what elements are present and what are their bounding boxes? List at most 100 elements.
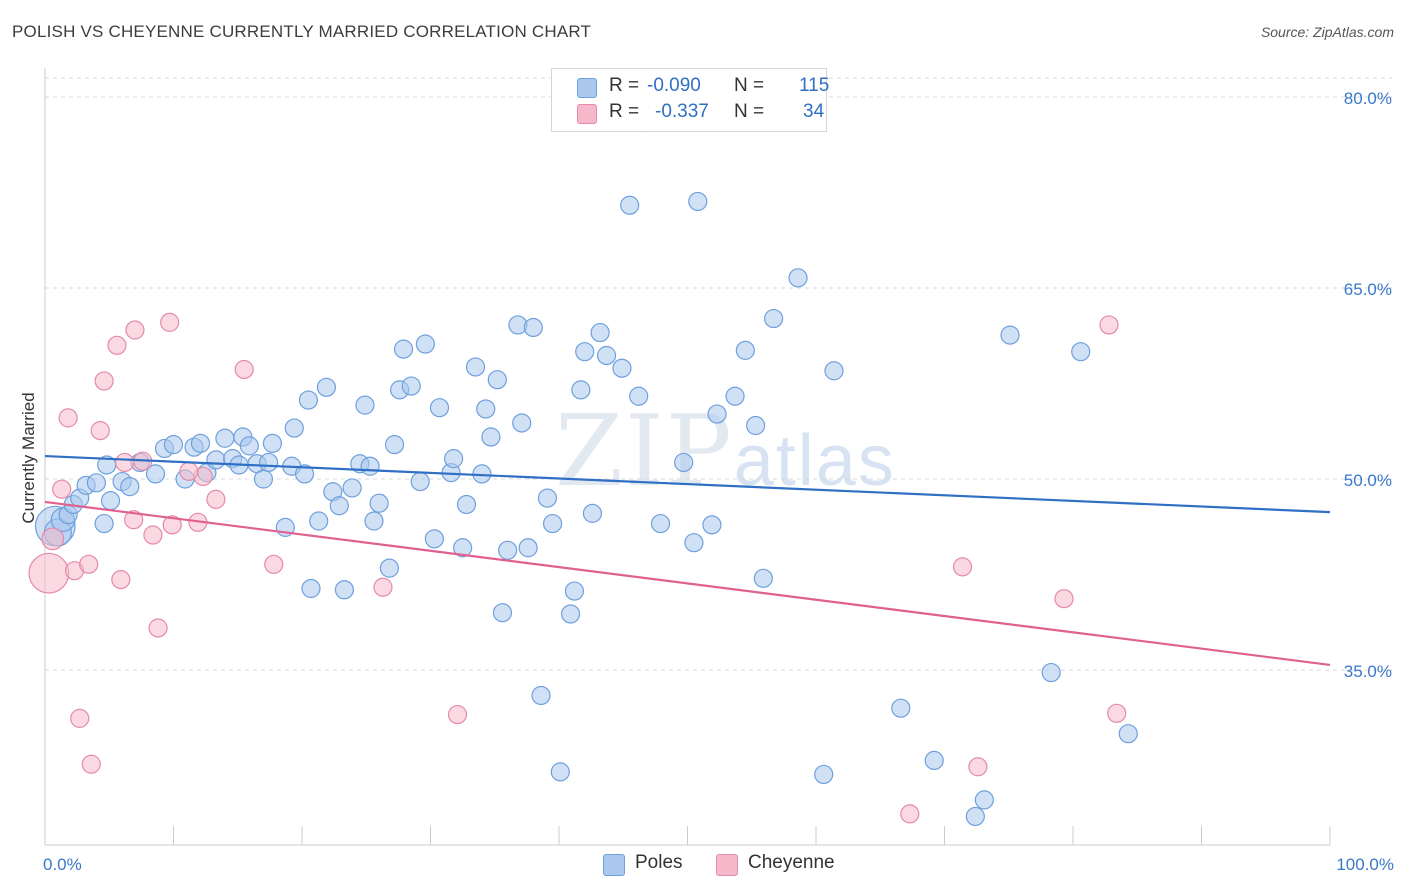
poles-point [465,357,486,377]
cheyenne-point [70,708,90,728]
cheyenne-point [264,554,284,574]
poles-point [456,494,477,515]
cheyenne-point [94,371,114,391]
poles-point [393,339,414,359]
poles-point [384,435,405,455]
poles-point [215,428,235,448]
poles-point [415,334,435,354]
legend-r-label: R = [609,75,640,96]
cheyenne-swatch [716,854,738,876]
poles-point [294,464,315,484]
poles-point [364,511,384,531]
poles-point [453,538,473,558]
poles-point [444,449,464,469]
poles-point [560,604,581,624]
poles-point [424,529,444,549]
cheyenne-point [81,754,101,774]
poles-point [707,404,727,424]
cheyenne-point [1099,315,1119,335]
y-tick-label: 35.0% [1344,662,1392,681]
source-label: Source: ZipAtlas.com [1260,24,1394,40]
poles-point [481,427,501,447]
poles-point [1041,662,1061,683]
poles-point [301,578,321,599]
poles-point [1071,342,1091,362]
poles-point [487,370,507,390]
poles-point [537,488,558,508]
legend-n-value: 34 [803,101,825,122]
poles-point [492,603,513,623]
cheyenne-point [52,479,72,499]
poles-point [974,790,994,810]
poles-point [253,469,274,489]
poles-point [824,361,844,381]
poles-point [684,533,704,553]
poles-point [476,399,496,419]
cheyenne-point [234,359,254,380]
poles-point [258,452,279,473]
cheyenne-point [900,804,920,824]
cheyenne-trendline [44,500,1331,666]
poles-point [334,580,355,600]
poles-trendline [44,454,1331,514]
poles-point [590,322,610,343]
poles-point [571,380,591,400]
cheyenne-point [952,557,973,577]
poles-point [629,386,649,406]
legend-n-value: 115 [799,75,830,96]
poles-point [498,540,518,560]
poles-point [612,358,632,378]
poles-point [924,750,944,771]
cheyenne-swatch [577,104,597,124]
poles-point [369,493,389,513]
cheyenne-point [124,510,144,530]
poles-point [190,433,211,453]
poles-point [753,568,773,588]
poles-point [550,762,570,782]
poles-point [650,513,671,534]
x-tick-label: 0.0% [43,855,82,874]
x-tick-label: 100.0% [1336,855,1394,874]
poles-point [429,398,450,418]
watermark: ZIPatlas [555,395,896,509]
poles-point [518,538,538,558]
correlation-legend: R = -0.090 N = 115 R = -0.337 N = 34 [551,68,830,132]
legend-r-value: -0.090 [647,75,701,96]
cheyenne-point [1054,589,1074,609]
poles-point [512,413,532,433]
poles-point [410,471,430,492]
poles-point [401,376,421,396]
poles-point [746,415,766,436]
legend-r-value: -0.337 [655,101,709,122]
poles-point [342,478,362,498]
poles-swatch [603,854,625,876]
cheyenne-point [79,554,99,574]
poles-point [145,464,166,484]
poles-point [379,558,399,578]
poles-point [702,515,722,535]
y-axis-label: Currently Married [19,392,38,523]
chart-title: POLISH VS CHEYENNE CURRENTLY MARRIED COR… [12,22,592,41]
poles-point [309,511,329,531]
cheyenne-point [115,452,135,473]
poles-point [620,195,640,215]
poles-point [355,395,375,415]
poles-swatch [577,78,597,98]
poles-point [1000,325,1020,345]
poles-point [542,513,563,534]
poles-point [206,450,226,470]
poles-point [814,764,834,785]
cheyenne-point [148,618,168,638]
poles-point [94,513,114,534]
cheyenne-point [160,312,180,332]
poles-point [316,377,337,397]
cheyenne-point [41,527,65,551]
poles-label: Poles [635,852,683,873]
poles-point [674,452,694,473]
cheyenne-point [206,489,226,509]
poles-point [262,433,283,453]
poles-point [531,685,551,706]
poles-point [965,806,985,827]
cheyenne-point [111,569,131,590]
cheyenne-point [125,320,145,340]
